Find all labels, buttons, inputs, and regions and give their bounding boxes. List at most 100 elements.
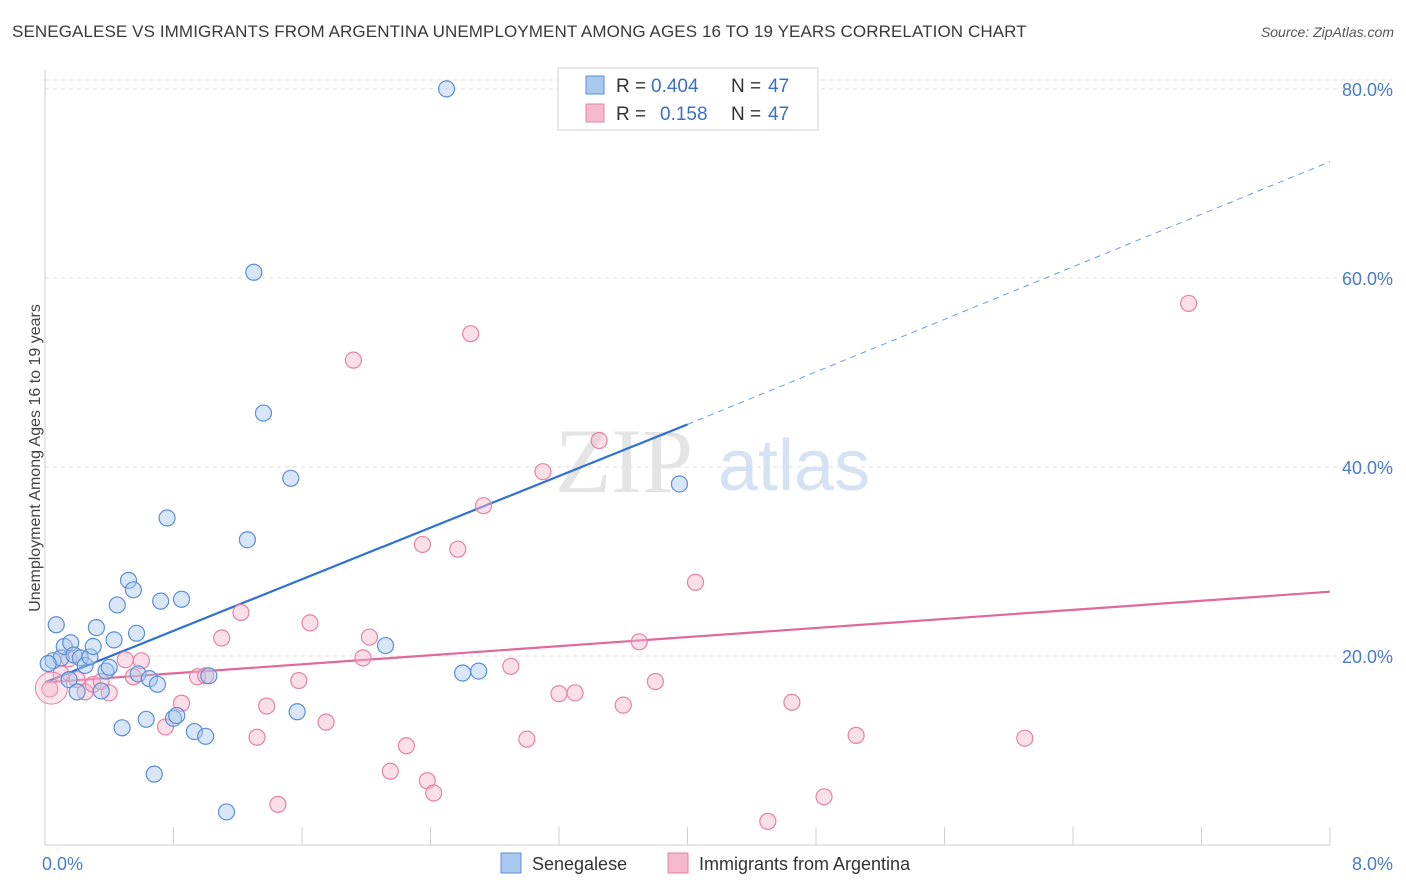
legend-r-value-2: 0.158 [660, 104, 708, 125]
x-tick-label-min: 0.0% [42, 854, 83, 874]
point-senegalese [282, 469, 300, 487]
point-senegalese [39, 654, 57, 673]
point-argentina [248, 728, 266, 746]
legend-swatch-argentina [585, 103, 605, 123]
point-senegalese [127, 624, 146, 642]
series-senegalese-points [39, 80, 689, 821]
point-argentina [783, 693, 801, 711]
point-argentina [317, 713, 335, 731]
point-senegalese [254, 404, 273, 422]
y-tick-labels: 20.0% 40.0% 60.0% 80.0% [1342, 80, 1393, 667]
point-senegalese [200, 667, 218, 685]
legend-r-value-1: 0.404 [651, 76, 699, 97]
legend-r-label-1: R = [616, 76, 646, 97]
point-argentina [759, 812, 777, 830]
point-senegalese [454, 664, 472, 682]
chart-title: SENEGALESE VS IMMIGRANTS FROM ARGENTINA … [12, 22, 1027, 41]
bottom-legend-label-senegalese: Senegalese [532, 854, 627, 874]
watermark-zip: ZIP [555, 410, 693, 512]
point-senegalese [119, 571, 138, 589]
point-senegalese [108, 596, 126, 614]
x-tick-labels: 0.0% 8.0% [42, 854, 1393, 874]
point-senegalese [148, 675, 167, 693]
y-tick-label: 60.0% [1342, 269, 1393, 289]
point-senegalese [168, 706, 186, 725]
trend-line-senegalese [44, 423, 688, 684]
point-senegalese [172, 590, 191, 608]
point-argentina [413, 535, 432, 554]
point-senegalese [129, 665, 147, 683]
point-argentina [502, 657, 520, 675]
point-argentina [590, 431, 608, 450]
point-argentina [518, 730, 536, 748]
point-argentina [41, 680, 59, 698]
point-argentina-cluster [34, 671, 68, 705]
point-argentina [132, 652, 150, 670]
chart-source: Source: ZipAtlas.com [1260, 24, 1394, 40]
legend-n-label-1: N = [731, 76, 761, 97]
point-senegalese [84, 637, 102, 656]
point-senegalese [376, 636, 395, 655]
point-senegalese [100, 658, 118, 676]
point-senegalese [245, 263, 263, 281]
point-senegalese [92, 682, 110, 700]
point-argentina [354, 649, 372, 667]
point-senegalese [470, 662, 488, 680]
point-argentina [232, 603, 250, 622]
point-argentina [630, 633, 648, 651]
point-argentina [1180, 294, 1198, 313]
point-argentina [360, 628, 379, 646]
point-senegalese [113, 719, 131, 737]
y-tick-label: 80.0% [1342, 80, 1393, 100]
point-argentina [301, 614, 319, 632]
point-argentina [550, 685, 568, 703]
point-senegalese [217, 803, 236, 821]
y-tick-label: 20.0% [1342, 647, 1393, 667]
point-argentina [847, 726, 865, 744]
point-senegalese [105, 631, 123, 649]
point-senegalese [137, 710, 155, 728]
point-senegalese [152, 592, 170, 610]
point-argentina [566, 684, 584, 702]
point-argentina [213, 629, 231, 647]
gridlines [45, 79, 1392, 657]
legend-r-label-2: R = [616, 104, 646, 125]
point-senegalese [670, 475, 689, 493]
y-tick-label: 40.0% [1342, 458, 1393, 478]
point-argentina [425, 784, 443, 802]
point-senegalese [87, 619, 106, 637]
point-argentina [474, 497, 493, 515]
point-senegalese [437, 80, 456, 98]
bottom-legend-swatch-argentina [667, 852, 689, 874]
point-argentina [381, 762, 399, 780]
point-senegalese [158, 509, 176, 527]
point-argentina [815, 788, 833, 806]
legend-box: R = 0.404 N = 47 R = 0.158 N = 47 [557, 67, 819, 131]
point-argentina [534, 463, 552, 481]
point-senegalese [81, 648, 99, 666]
bottom-legend-swatch-senegalese [500, 852, 522, 874]
watermark: ZIP atlas [555, 410, 870, 512]
legend-n-value-2: 47 [768, 104, 789, 125]
point-argentina [116, 651, 134, 669]
point-senegalese [197, 727, 215, 745]
point-senegalese [76, 656, 94, 675]
point-senegalese [47, 616, 65, 634]
point-argentina [258, 697, 276, 715]
point-argentina [646, 672, 664, 691]
point-senegalese [288, 703, 306, 721]
point-senegalese [238, 531, 256, 549]
watermark-atlas: atlas [718, 426, 870, 506]
series-argentina-points [34, 294, 1198, 830]
point-argentina [344, 351, 362, 369]
point-argentina [686, 573, 705, 591]
point-argentina [397, 737, 416, 755]
axes [44, 70, 1331, 846]
trend-line-senegalese-extension [687, 161, 1331, 425]
point-senegalese [60, 671, 78, 689]
x-tick-label-max: 8.0% [1352, 854, 1393, 874]
point-senegalese [145, 765, 163, 783]
point-senegalese [164, 709, 183, 727]
point-senegalese [68, 683, 86, 701]
